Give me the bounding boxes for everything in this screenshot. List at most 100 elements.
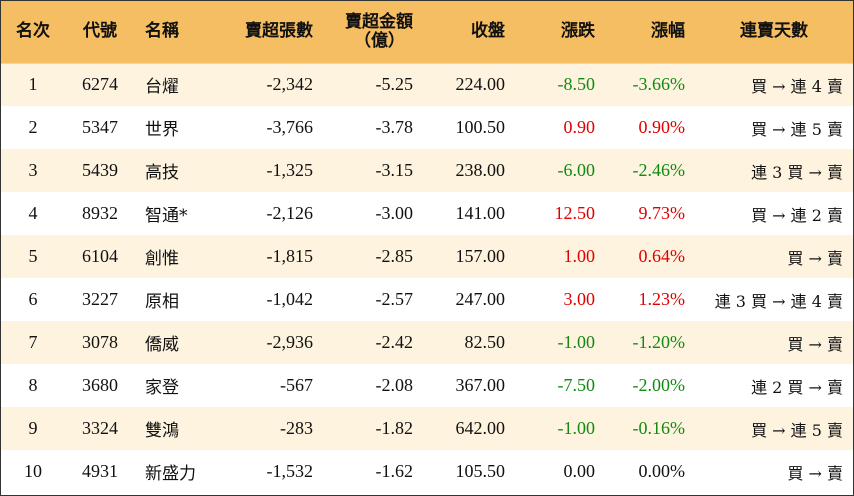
- rank-cell: 2: [28, 117, 38, 137]
- sell-amount-cell: -3.00: [375, 203, 414, 223]
- table-row: 8 3680 家登 -567 -2.08 367.00 -7.50 -2.00% 連 2 買 →…: [1, 364, 853, 407]
- rank-cell: 5: [28, 246, 38, 266]
- streak-cell: 連 2 買 → 賣: [751, 377, 843, 397]
- table-row: 2 5347 世界 -3,766 -3.78 100.50 0.90 0.90% 買 → 連 5…: [1, 106, 853, 149]
- streak-cell: 買 → 賣: [787, 463, 843, 483]
- sell-amount-cell: -2.85: [375, 246, 414, 266]
- sell-volume-cell: -1,325: [266, 160, 314, 180]
- close-price-cell: 247.00: [455, 289, 506, 309]
- sell-amount-cell: -1.62: [375, 461, 414, 481]
- rank-cell: 1: [28, 74, 38, 95]
- table-body: 1 6 2 7 4 台燿 -2,342 -5.25 224.00 -8.50 -3.66% 買 → 連…: [1, 63, 853, 493]
- stock-name-cell: 新盛力: [145, 464, 196, 484]
- rank-cell: 3: [28, 160, 38, 180]
- change-pct-cell: -3.66%: [632, 74, 686, 95]
- streak-cell: 買 → 賣: [787, 248, 843, 268]
- stock-name-cell: 原相: [145, 292, 179, 312]
- rank-cell: 4: [28, 203, 38, 223]
- stock-code-cell: 4931: [82, 461, 118, 481]
- rank-cell: 7: [28, 332, 38, 352]
- header-row: 名次 代號 名稱 賣超張數 賣超金額 （億） 收盤 漲跌 漲幅 連賣天數: [1, 1, 853, 64]
- stock-code-cell: 5439: [82, 160, 118, 180]
- header-name: 名稱: [135, 1, 225, 64]
- change-pct-cell: -2.46%: [632, 160, 686, 180]
- stock-code-cell: 3680: [82, 375, 118, 395]
- streak-cell: 買 → 連 4 賣: [751, 76, 843, 96]
- table-row: 10 4931 新盛力 -1,532 -1.62 105.50 0.00 0.00% 買 → 賣: [1, 450, 853, 493]
- streak-cell: 買 → 連 5 賣: [751, 119, 843, 139]
- close-price-cell: 238.00: [455, 160, 506, 180]
- change-cell: -6.00: [557, 160, 596, 180]
- change-cell: 0.90: [563, 117, 596, 137]
- table-row: 5 6104 創惟 -1,815 -2.85 157.00 1.00 0.64% 買 → 賣: [1, 235, 853, 278]
- stock-name-cell: 家登: [145, 378, 179, 398]
- sell-amount-cell: -3.78: [375, 117, 414, 137]
- table-row: 9 3324 雙鴻 -283 -1.82 642.00 -1.00 -0.16% 買 → 連 5…: [1, 407, 853, 450]
- change-cell: -1.00: [557, 418, 596, 438]
- header-sell-amount: 賣超金額 （億）: [323, 1, 423, 64]
- sell-volume-cell: -1,815: [266, 246, 314, 266]
- change-pct-cell: -2.00%: [632, 375, 686, 395]
- header-rank: 名次: [1, 1, 65, 64]
- stock-name-cell: 創惟: [145, 249, 179, 269]
- stock-code-cell: 3227: [82, 289, 118, 309]
- stock-name-cell: 智通*: [145, 206, 188, 226]
- table-header: 名次 代號 名稱 賣超張數 賣超金額 （億） 收盤 漲跌 漲幅 連賣天數: [1, 1, 853, 64]
- sell-volume-cell: -567: [280, 375, 313, 395]
- streak-cell: 連 3 買 → 連 4 賣: [714, 291, 843, 311]
- sell-amount-cell: -2.57: [375, 289, 414, 309]
- close-price-cell: 367.00: [455, 375, 506, 395]
- header-sell-amount-line2: （億）: [354, 30, 405, 51]
- change-pct-cell: -1.20%: [632, 332, 686, 352]
- header-change: 漲跌: [515, 1, 605, 64]
- stock-name-cell: 雙鴻: [145, 421, 179, 441]
- close-price-cell: 157.00: [455, 246, 506, 266]
- close-price-cell: 100.50: [455, 117, 506, 137]
- stock-code-cell: 3078: [82, 332, 118, 352]
- change-pct-cell: 0.90%: [638, 117, 686, 137]
- change-pct-cell: 0.00%: [638, 461, 686, 481]
- sell-volume-cell: -283: [280, 418, 313, 438]
- close-price-cell: 224.00: [455, 74, 506, 95]
- sell-amount-cell: -5.25: [375, 74, 414, 95]
- change-pct-cell: 0.64%: [638, 246, 686, 266]
- sell-volume-cell: -1,042: [266, 289, 314, 309]
- stock-name-cell: 高技: [145, 163, 179, 183]
- stock-code-cell: 6104: [82, 246, 118, 266]
- change-pct-cell: -0.16%: [632, 418, 686, 438]
- change-cell: 12.50: [554, 203, 596, 223]
- rank-cell: 9: [28, 418, 38, 438]
- stock-name-cell: 僑威: [145, 335, 179, 355]
- streak-cell: 買 → 賣: [787, 334, 843, 354]
- sell-amount-cell: -2.08: [375, 375, 414, 395]
- change-pct-cell: 9.73%: [638, 203, 686, 223]
- rank-cell: 10: [24, 461, 42, 481]
- change-pct-cell: 1.23%: [638, 289, 686, 309]
- header-change-pct: 漲幅: [605, 1, 695, 64]
- stock-code-cell: 8932: [82, 203, 118, 223]
- sell-volume-cell: -2,126: [266, 203, 314, 223]
- header-code: 代號: [65, 1, 135, 64]
- streak-cell: 買 → 連 2 賣: [751, 205, 843, 225]
- streak-cell: 買 → 連 5 賣: [751, 420, 843, 440]
- change-cell: -7.50: [557, 375, 596, 395]
- sell-volume-cell: -3,766: [266, 117, 314, 137]
- header-sell-volume: 賣超張數: [225, 1, 323, 64]
- change-cell: 0.00: [563, 461, 596, 481]
- table-row: 1 6274 台燿 -2,342 -5.25 224.00 -8.50 -3.66% 買 → 連…: [1, 63, 853, 106]
- header-sell-amount-line1: 賣超金額: [345, 11, 413, 32]
- stock-name-cell: 台燿: [145, 77, 179, 98]
- rank-cell: 6: [28, 289, 38, 309]
- close-price-cell: 141.00: [455, 203, 506, 223]
- change-cell: -8.50: [557, 74, 596, 95]
- header-close: 收盤: [423, 1, 515, 64]
- close-price-cell: 105.50: [455, 461, 506, 481]
- header-streak: 連賣天數: [695, 1, 853, 64]
- sell-amount-cell: -3.15: [375, 160, 414, 180]
- table-row: 6 3227 原相 -1,042 -2.57 247.00 3.00 1.23% 連 3 買 →…: [1, 278, 853, 321]
- close-price-cell: 642.00: [455, 418, 506, 438]
- sell-volume-cell: -2,342: [266, 74, 314, 95]
- table-row: 7 3078 僑威 -2,936 -2.42 82.50 -1.00 -1.20% 買 → 賣: [1, 321, 853, 364]
